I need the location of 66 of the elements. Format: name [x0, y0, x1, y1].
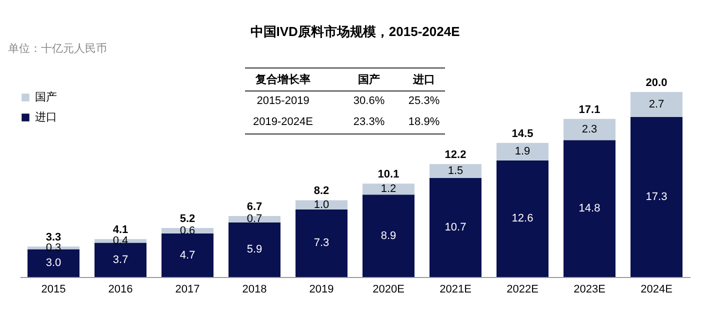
x-tick-label: 2018	[242, 284, 267, 296]
total-label: 20.0	[646, 77, 668, 89]
data-label: 3.0	[46, 257, 62, 270]
annotation: 25.3%	[408, 95, 440, 107]
legend-label: 国产	[35, 90, 57, 104]
bar	[496, 142, 548, 160]
data-label: 1.5	[448, 165, 464, 178]
legend-label: 进口	[35, 110, 57, 124]
data-label: 8.9	[380, 230, 396, 242]
bar	[362, 184, 414, 195]
x-tick-label: 2021E	[440, 284, 472, 296]
x-tick-label: 2020E	[372, 284, 404, 296]
chart-subtitle: 单位：十亿元人民币	[8, 42, 107, 55]
bar	[430, 178, 482, 277]
total-label: 8.2	[314, 185, 330, 198]
annotation: 2015-2019	[256, 95, 310, 107]
bar	[564, 118, 616, 140]
bar	[564, 140, 616, 277]
bar	[162, 234, 214, 277]
total-label: 10.1	[378, 168, 400, 181]
data-label: 2.3	[582, 123, 598, 136]
data-label: 1.0	[314, 198, 330, 211]
bar	[228, 216, 280, 222]
data-label: 1.2	[380, 183, 396, 196]
annotation: 23.3%	[353, 116, 385, 128]
bar	[630, 116, 682, 277]
data-label: 0.7	[246, 213, 262, 226]
total-label: 14.5	[512, 128, 534, 140]
data-label: 7.3	[314, 237, 330, 250]
data-label: 2.7	[648, 98, 664, 110]
annotation: 18.9%	[408, 116, 440, 128]
total-label: 4.1	[112, 224, 128, 236]
x-tick-label: 2017	[175, 284, 200, 296]
bar	[430, 164, 482, 178]
data-label: 5.9	[246, 244, 262, 256]
total-label: 12.2	[444, 149, 466, 162]
bar	[296, 209, 348, 277]
total-label: 6.7	[246, 200, 262, 213]
total-label: 17.1	[578, 104, 600, 116]
bar	[496, 160, 548, 277]
x-tick-label: 2023E	[574, 284, 606, 296]
x-tick-label: 2024E	[640, 284, 672, 296]
bar	[94, 242, 146, 277]
x-tick-label: 2016	[108, 284, 133, 296]
data-label: 4.7	[180, 249, 196, 262]
x-tick-label: 2015	[41, 284, 66, 296]
data-label: 3.7	[112, 254, 128, 266]
bar	[228, 222, 280, 277]
bar	[362, 194, 414, 277]
bar	[630, 92, 682, 117]
bar	[296, 200, 348, 210]
x-tick-label: 2022E	[506, 284, 538, 296]
x-tick-label: 2019	[309, 284, 334, 296]
data-label: 14.8	[578, 202, 600, 215]
data-label: 10.7	[444, 222, 466, 234]
chart-title: 中国IVD原料市场规模，2015-2024E	[250, 24, 460, 39]
annotation: 30.6%	[353, 95, 385, 107]
data-label: 17.3	[646, 190, 668, 203]
text: 国产	[358, 73, 380, 86]
annotation: 2019-2024E	[253, 116, 313, 128]
total-label: 3.3	[46, 231, 62, 244]
total-label: 5.2	[180, 212, 196, 225]
text: 进口	[412, 73, 435, 86]
text: 复合增长率	[254, 73, 310, 86]
data-label: 12.6	[512, 212, 534, 225]
data-label: 1.9	[514, 146, 530, 158]
